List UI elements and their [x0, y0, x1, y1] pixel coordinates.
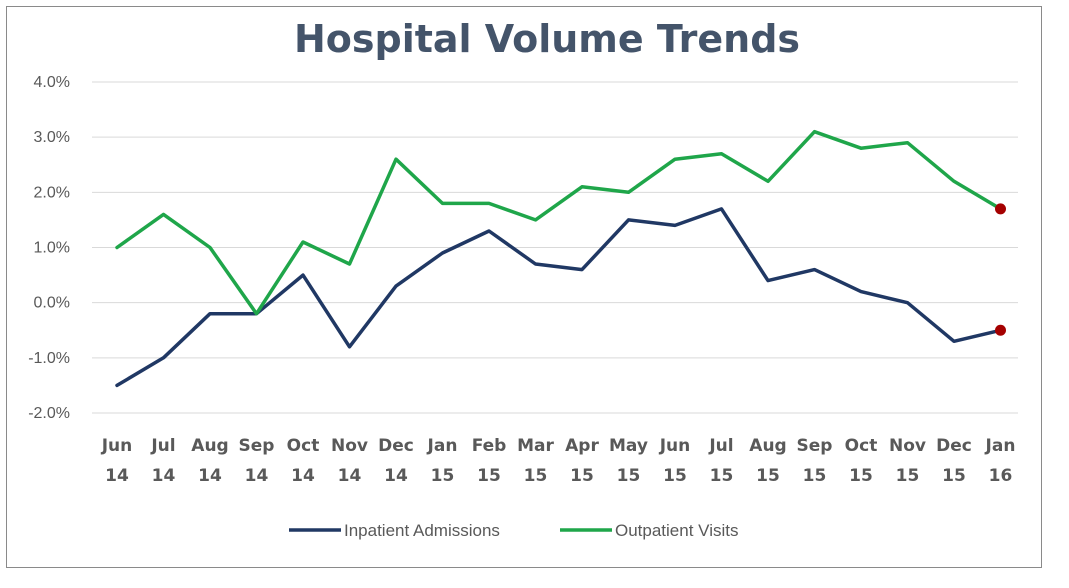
y-tick-label: -2.0% — [28, 405, 70, 422]
legend: Inpatient Admissions Outpatient Visits — [289, 521, 738, 540]
x-axis-ticks: Jun 14 Jul 14 Aug 14 Sep 14 Oct 14 Nov 14 Dec 14 Jan 15… — [101, 436, 1016, 486]
x-tick-year: 15 — [803, 466, 827, 486]
x-tick-month: Mar — [517, 436, 554, 456]
x-tick-year: 15 — [570, 466, 594, 486]
page-edge — [1046, 0, 1069, 588]
line-chart: Hospital Volume Trends 4.0% 3.0% 2.0% 1.0% 0… — [28, 17, 1018, 540]
x-tick-month: Jul — [150, 436, 175, 456]
series-lines — [115, 129, 1006, 388]
y-tick-label: 0.0% — [34, 295, 70, 312]
x-tick-month: Sep — [239, 436, 275, 456]
x-tick-year: 16 — [989, 466, 1013, 486]
y-tick-label: 2.0% — [34, 184, 70, 201]
x-tick-month: Nov — [889, 436, 926, 456]
x-tick-month: Aug — [749, 436, 786, 456]
x-tick-year: 14 — [291, 466, 315, 486]
y-tick-label: 3.0% — [34, 129, 70, 146]
y-tick-label: 4.0% — [34, 74, 70, 91]
x-tick-year: 14 — [105, 466, 129, 486]
x-tick-year: 15 — [942, 466, 966, 486]
x-tick-year: 14 — [245, 466, 269, 486]
x-tick-month: Oct — [287, 436, 320, 456]
x-tick-year: 14 — [338, 466, 362, 486]
x-tick-month: Jun — [101, 436, 133, 456]
last-point-marker — [995, 324, 1006, 336]
series-line-2 — [115, 129, 1003, 316]
series-line-1 — [115, 207, 1003, 388]
x-tick-year: 14 — [152, 466, 176, 486]
x-tick-year: 15 — [756, 466, 780, 486]
legend-label: Inpatient Admissions — [344, 521, 500, 540]
x-tick-year: 15 — [617, 466, 641, 486]
x-tick-year: 15 — [431, 466, 455, 486]
x-tick-year: 15 — [477, 466, 501, 486]
x-tick-month: Aug — [191, 436, 228, 456]
x-tick-year: 15 — [663, 466, 687, 486]
gridlines — [92, 81, 1018, 414]
chart-frame — [6, 6, 1042, 568]
y-tick-label: 1.0% — [34, 240, 70, 257]
x-tick-year: 15 — [710, 466, 734, 486]
x-tick-month: Jan — [427, 436, 458, 456]
last-point-marker — [995, 203, 1006, 215]
x-tick-month: Jan — [985, 436, 1016, 456]
x-tick-month: Apr — [565, 436, 599, 456]
x-tick-year: 14 — [198, 466, 222, 486]
y-tick-label: -1.0% — [28, 350, 70, 367]
x-tick-month: Dec — [936, 436, 972, 456]
x-tick-month: Sep — [797, 436, 833, 456]
x-tick-year: 14 — [384, 466, 408, 486]
x-tick-month: Nov — [331, 436, 368, 456]
x-tick-month: Feb — [472, 436, 507, 456]
chart-title: Hospital Volume Trends — [294, 17, 800, 61]
x-tick-month: Jun — [659, 436, 691, 456]
legend-label: Outpatient Visits — [615, 521, 738, 540]
x-tick-month: Jul — [708, 436, 733, 456]
x-tick-year: 15 — [849, 466, 873, 486]
y-axis-ticks: 4.0% 3.0% 2.0% 1.0% 0.0% -1.0% -2.0% — [28, 74, 70, 422]
x-tick-year: 15 — [896, 466, 920, 486]
x-tick-month: Oct — [845, 436, 878, 456]
x-tick-month: May — [609, 436, 648, 456]
x-tick-year: 15 — [524, 466, 548, 486]
x-tick-month: Dec — [378, 436, 414, 456]
